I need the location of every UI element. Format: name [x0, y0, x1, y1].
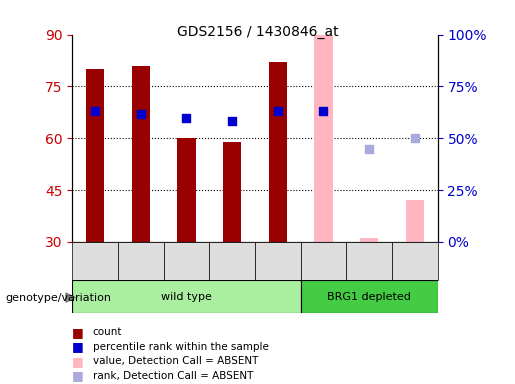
- Text: ■: ■: [72, 355, 84, 368]
- Bar: [269, 62, 287, 242]
- Bar: [72, 280, 301, 313]
- Bar: [346, 242, 392, 280]
- Bar: [360, 238, 379, 242]
- Bar: [163, 242, 209, 280]
- Bar: [131, 66, 150, 242]
- Bar: [255, 242, 301, 280]
- Text: value, Detection Call = ABSENT: value, Detection Call = ABSENT: [93, 356, 258, 366]
- Point: [273, 108, 282, 114]
- Bar: [72, 242, 118, 280]
- Bar: [223, 142, 241, 242]
- Text: count: count: [93, 327, 122, 337]
- Bar: [392, 242, 438, 280]
- Bar: [177, 138, 196, 242]
- Text: ■: ■: [72, 369, 84, 382]
- Text: wild type: wild type: [161, 291, 212, 302]
- Bar: [118, 242, 163, 280]
- Text: ■: ■: [72, 326, 84, 339]
- Bar: [301, 242, 346, 280]
- Text: ■: ■: [72, 340, 84, 353]
- Bar: [314, 35, 333, 242]
- Bar: [301, 280, 438, 313]
- Bar: [406, 200, 424, 242]
- Text: percentile rank within the sample: percentile rank within the sample: [93, 342, 269, 352]
- Point: [182, 114, 191, 121]
- Point: [228, 118, 236, 124]
- Text: BRG1 depleted: BRG1 depleted: [327, 291, 411, 302]
- Text: rank, Detection Call = ABSENT: rank, Detection Call = ABSENT: [93, 371, 253, 381]
- Point: [91, 108, 99, 114]
- Point: [365, 146, 373, 152]
- Point: [319, 108, 328, 114]
- Point: [136, 111, 145, 117]
- Point: [411, 135, 419, 141]
- Text: GDS2156 / 1430846_at: GDS2156 / 1430846_at: [177, 25, 338, 39]
- Polygon shape: [66, 293, 75, 302]
- Bar: [86, 69, 104, 242]
- Bar: [209, 242, 255, 280]
- Text: genotype/variation: genotype/variation: [5, 293, 111, 303]
